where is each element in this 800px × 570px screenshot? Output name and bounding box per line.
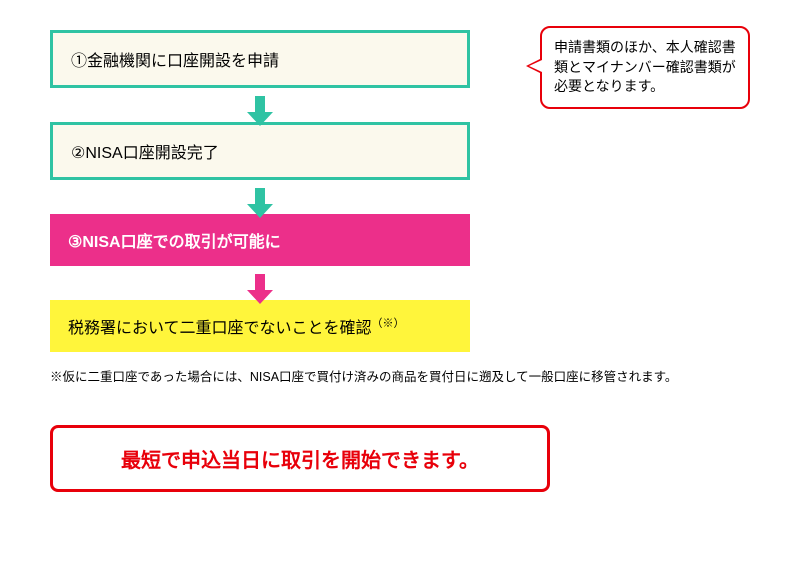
footnote: ※仮に二重口座であった場合には、NISA口座で買付け済みの商品を買付日に遡及して… (50, 366, 750, 385)
step-3-text: ③NISA口座での取引が可能に (68, 234, 281, 251)
flow-column: ①金融機関に口座開設を申請 ②NISA口座開設完了 ③NISA口座での取引が可能… (50, 30, 470, 352)
step-1-text: ①金融機関に口座開設を申請 (71, 53, 279, 70)
step-2-box: ②NISA口座開設完了 (50, 122, 470, 180)
step-3-box: ③NISA口座での取引が可能に (50, 214, 470, 266)
step-2-text: ②NISA口座開設完了 (71, 145, 219, 162)
step-4-text: 税務署において二重口座でないことを確認 (68, 320, 372, 337)
final-message-box: 最短で申込当日に取引を開始できます。 (50, 425, 550, 492)
callout-bubble: 申請書類のほか、本人確認書類とマイナンバー確認書類が必要となります。 (540, 26, 750, 109)
callout-tail (526, 58, 542, 74)
step-4-box: 税務署において二重口座でないことを確認（※） (50, 300, 470, 352)
final-message-text: 最短で申込当日に取引を開始できます。 (121, 450, 479, 472)
callout-text: 申請書類のほか、本人確認書類とマイナンバー確認書類が必要となります。 (554, 39, 736, 94)
step-4-sup: （※） (372, 318, 405, 330)
step-1-box: ①金融機関に口座開設を申請 (50, 30, 470, 88)
